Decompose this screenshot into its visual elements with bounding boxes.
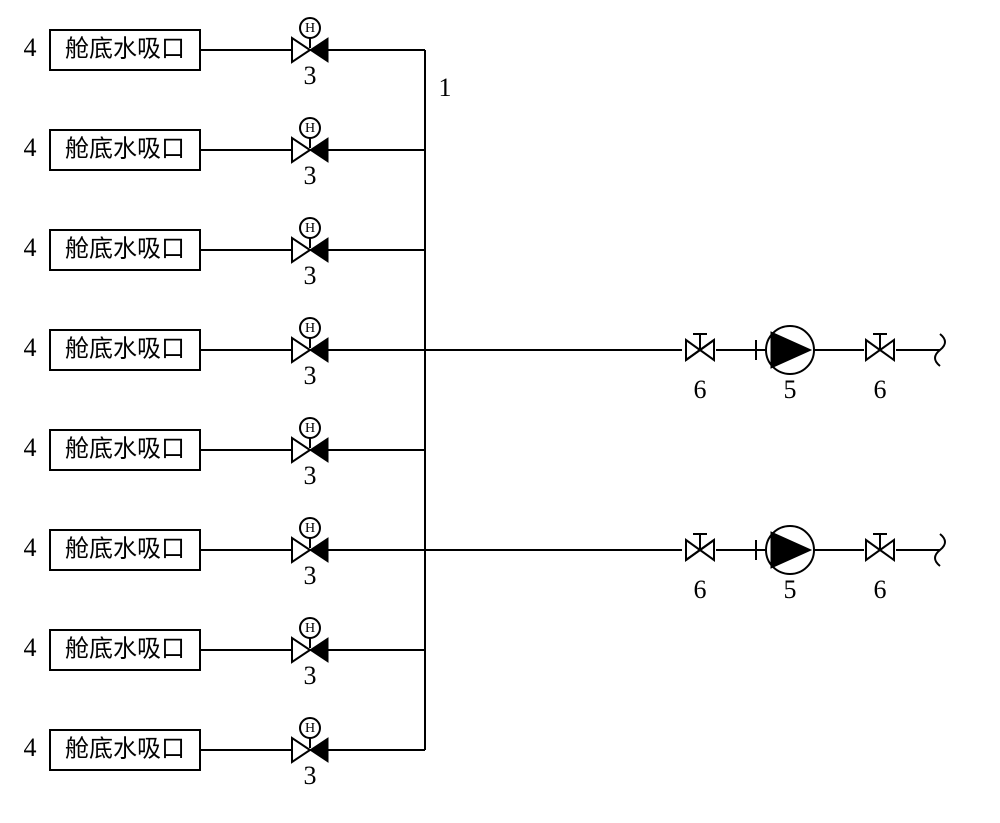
ref-num-3: 3 [304,161,317,190]
ref-num-4: 4 [24,33,37,62]
valve-actuator-h: H [305,721,315,736]
valve-left-tri [292,538,310,562]
pump-impeller [771,532,811,568]
valve-actuator-h: H [305,421,315,436]
ref-num-3: 3 [304,361,317,390]
small-valve-tri [686,540,700,560]
ref-num-6: 6 [694,375,707,404]
ref-num-4: 4 [24,733,37,762]
ref-num-3: 3 [304,61,317,90]
ref-num-4: 4 [24,233,37,262]
ref-num-1: 1 [439,73,452,102]
valve-right-tri [310,738,328,762]
inlet-row: 4 舱底水吸口 H 3 [24,518,426,590]
valve-right-tri [310,38,328,62]
valve-left-tri [292,638,310,662]
small-valve-tri [880,340,894,360]
pump-branch: 6 5 6 [425,526,945,604]
valve-actuator-h: H [305,221,315,236]
pump-impeller [771,332,811,368]
piping-diagram: 4 舱底水吸口 H 3 4 舱底水吸口 H 3 4 舱底水吸口 H 3 4 舱底水吸口 H 3 4 舱底水吸口 H 3… [0,0,1000,823]
small-valve-tri [880,540,894,560]
ref-num-5: 5 [784,575,797,604]
valve-left-tri [292,438,310,462]
inlet-label: 舱底水吸口 [65,736,185,763]
valve-actuator-h: H [305,621,315,636]
small-valve-tri [866,340,880,360]
ref-num-3: 3 [304,561,317,590]
ref-num-4: 4 [24,633,37,662]
inlet-label: 舱底水吸口 [65,336,185,363]
ref-num-3: 3 [304,661,317,690]
inlet-label: 舱底水吸口 [65,636,185,663]
inlet-row: 4 舱底水吸口 H 3 [24,318,426,390]
inlet-row: 4 舱底水吸口 H 3 [24,618,426,690]
valve-right-tri [310,638,328,662]
inlet-row: 4 舱底水吸口 H 3 [24,418,426,490]
ref-num-3: 3 [304,761,317,790]
valve-left-tri [292,738,310,762]
inlet-label: 舱底水吸口 [65,536,185,563]
ref-num-6: 6 [874,575,887,604]
inlet-label: 舱底水吸口 [65,36,185,63]
small-valve-tri [866,540,880,560]
inlet-row: 4 舱底水吸口 H 3 [24,118,426,190]
valve-actuator-h: H [305,21,315,36]
ref-num-5: 5 [784,375,797,404]
valve-right-tri [310,338,328,362]
valve-left-tri [292,38,310,62]
ref-num-6: 6 [874,375,887,404]
ref-num-4: 4 [24,333,37,362]
valve-actuator-h: H [305,321,315,336]
valve-left-tri [292,238,310,262]
valve-right-tri [310,438,328,462]
inlet-row: 4 舱底水吸口 H 3 [24,218,426,290]
valve-right-tri [310,538,328,562]
ref-num-4: 4 [24,533,37,562]
valve-left-tri [292,338,310,362]
ref-num-6: 6 [694,575,707,604]
valve-right-tri [310,138,328,162]
valve-actuator-h: H [305,121,315,136]
small-valve-tri [686,340,700,360]
valve-left-tri [292,138,310,162]
ref-num-3: 3 [304,261,317,290]
pump-branch: 6 5 6 [425,326,945,404]
ref-num-4: 4 [24,133,37,162]
inlet-label: 舱底水吸口 [65,236,185,263]
valve-right-tri [310,238,328,262]
small-valve-tri [700,540,714,560]
valve-actuator-h: H [305,521,315,536]
ref-num-4: 4 [24,433,37,462]
ref-num-3: 3 [304,461,317,490]
small-valve-tri [700,340,714,360]
inlet-label: 舱底水吸口 [65,436,185,463]
inlet-row: 4 舱底水吸口 H 3 [24,18,426,90]
inlet-label: 舱底水吸口 [65,136,185,163]
inlet-row: 4 舱底水吸口 H 3 [24,718,426,790]
